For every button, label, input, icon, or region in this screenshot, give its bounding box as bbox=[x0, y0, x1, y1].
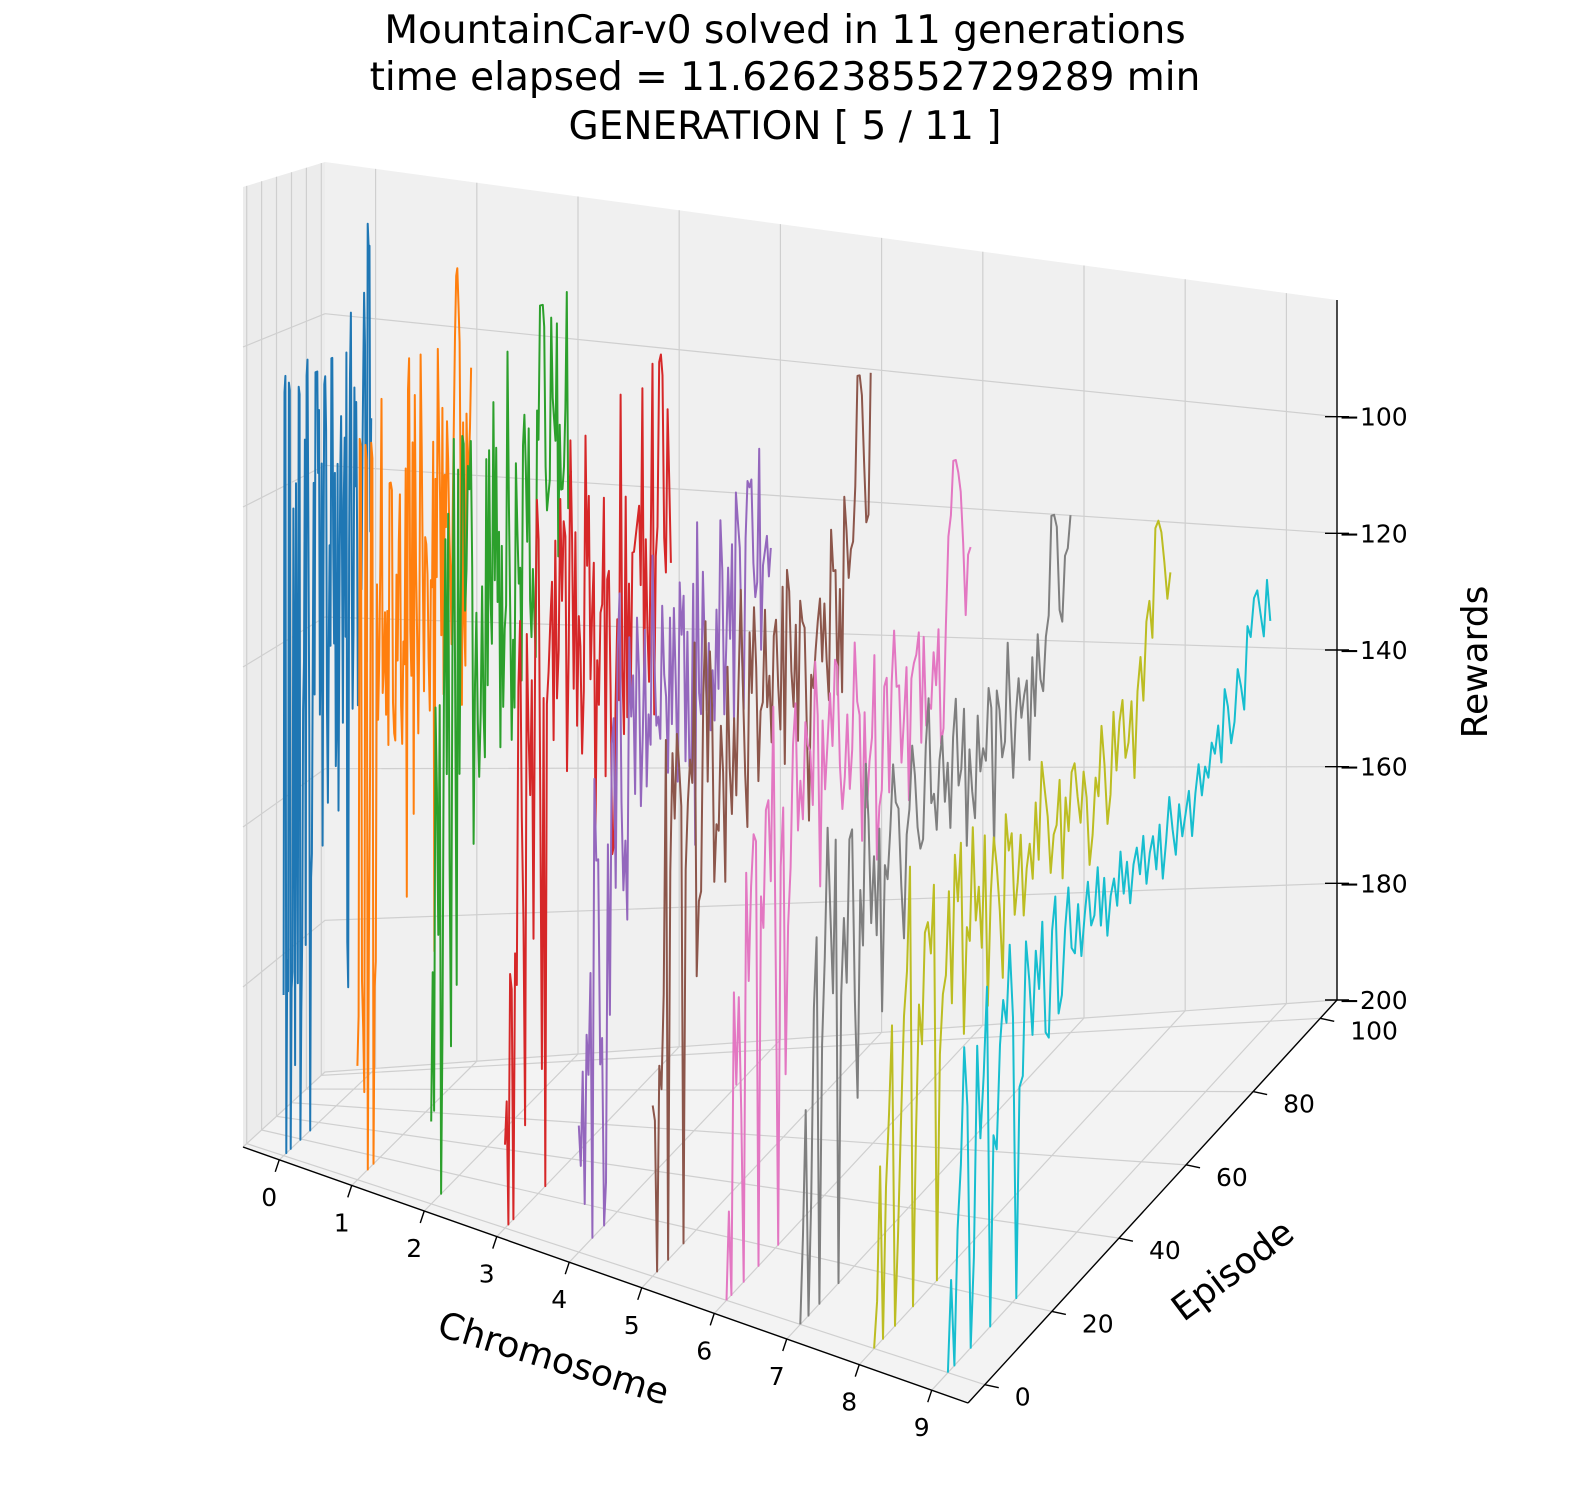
y-tick-label: 60 bbox=[1216, 1163, 1248, 1192]
x-tick-mark bbox=[782, 1338, 788, 1352]
x-tick-label: 7 bbox=[769, 1362, 785, 1391]
x-tick-mark bbox=[492, 1236, 498, 1249]
z-axis-title: Rewards bbox=[1455, 586, 1496, 739]
y-tick-label: 40 bbox=[1149, 1236, 1181, 1265]
series-line bbox=[504, 353, 672, 1226]
y-tick-mark bbox=[984, 1383, 999, 1389]
x-tick-mark bbox=[347, 1185, 353, 1198]
series-line bbox=[282, 222, 373, 1155]
series-line bbox=[651, 372, 872, 1273]
y-tick-mark bbox=[1051, 1310, 1067, 1316]
y-axis-title: Episode bbox=[1164, 1212, 1302, 1330]
floor-pane bbox=[243, 1000, 1337, 1403]
y-tick-mark bbox=[1252, 1090, 1268, 1096]
series-line bbox=[430, 291, 572, 1195]
y-tick-label: 20 bbox=[1082, 1309, 1114, 1338]
z-gridline bbox=[242, 464, 1338, 534]
title-line-3: GENERATION [ 5 / 11 ] bbox=[568, 104, 1001, 149]
z-tick-label: −120 bbox=[1339, 519, 1408, 548]
z-tick-label: −100 bbox=[1339, 403, 1408, 432]
z-gridline bbox=[242, 313, 1338, 418]
z-gridline bbox=[242, 766, 1338, 828]
x-tick-label: 0 bbox=[261, 1183, 277, 1212]
x-axis-line bbox=[242, 1146, 969, 1404]
x-tick-mark bbox=[854, 1364, 860, 1377]
x-tick-label: 3 bbox=[479, 1260, 495, 1289]
x-tick-label: 8 bbox=[841, 1388, 857, 1417]
x-tick-label: 5 bbox=[624, 1311, 640, 1340]
x-tick-mark bbox=[274, 1159, 280, 1173]
series-line bbox=[873, 519, 1172, 1349]
tick-labels: 0 1 2 3 4 5 6 7 8 9 0 20 40 60 80 100 −100 −120 −140 −160 −1… bbox=[261, 403, 1407, 1443]
data-series bbox=[282, 222, 1272, 1373]
y-tick-label: 0 bbox=[1015, 1383, 1031, 1412]
y-tick-mark bbox=[1320, 1017, 1335, 1023]
z-tick-label: −180 bbox=[1339, 869, 1408, 898]
x-tick-mark bbox=[709, 1313, 715, 1326]
x-tick-label: 6 bbox=[696, 1336, 712, 1365]
x-tick-label: 1 bbox=[334, 1208, 350, 1237]
z-tick-label: −200 bbox=[1339, 986, 1408, 1015]
y-axis-line bbox=[967, 999, 1338, 1404]
x-tick-label: 9 bbox=[914, 1413, 930, 1442]
y-tick-mark bbox=[1118, 1237, 1134, 1242]
x-tick-label: 2 bbox=[406, 1234, 422, 1263]
title-line-2: time elapsed = 11.626238552729289 min bbox=[370, 55, 1201, 100]
x-tick-mark bbox=[564, 1261, 570, 1275]
y-tick-label: 80 bbox=[1283, 1090, 1315, 1119]
x-tick-mark bbox=[637, 1287, 643, 1301]
title-line-1: MountainCar-v0 solved in 11 generations bbox=[384, 8, 1185, 53]
x-tick-label: 4 bbox=[551, 1285, 567, 1314]
y-tick-mark bbox=[1185, 1164, 1201, 1169]
y-tick-label: 100 bbox=[1350, 1016, 1398, 1045]
z-tick-label: −140 bbox=[1339, 636, 1408, 665]
z-gridline bbox=[242, 999, 1338, 1148]
chart-title: MountainCar-v0 solved in 11 generations … bbox=[370, 8, 1201, 149]
series-line bbox=[577, 447, 772, 1239]
z-gridline bbox=[242, 616, 1338, 668]
z-tick-label: −160 bbox=[1339, 753, 1408, 782]
series-line bbox=[799, 513, 1072, 1325]
series-line bbox=[946, 578, 1272, 1373]
x-tick-mark bbox=[927, 1389, 933, 1403]
x-tick-mark bbox=[419, 1210, 425, 1224]
series-line bbox=[725, 459, 972, 1301]
